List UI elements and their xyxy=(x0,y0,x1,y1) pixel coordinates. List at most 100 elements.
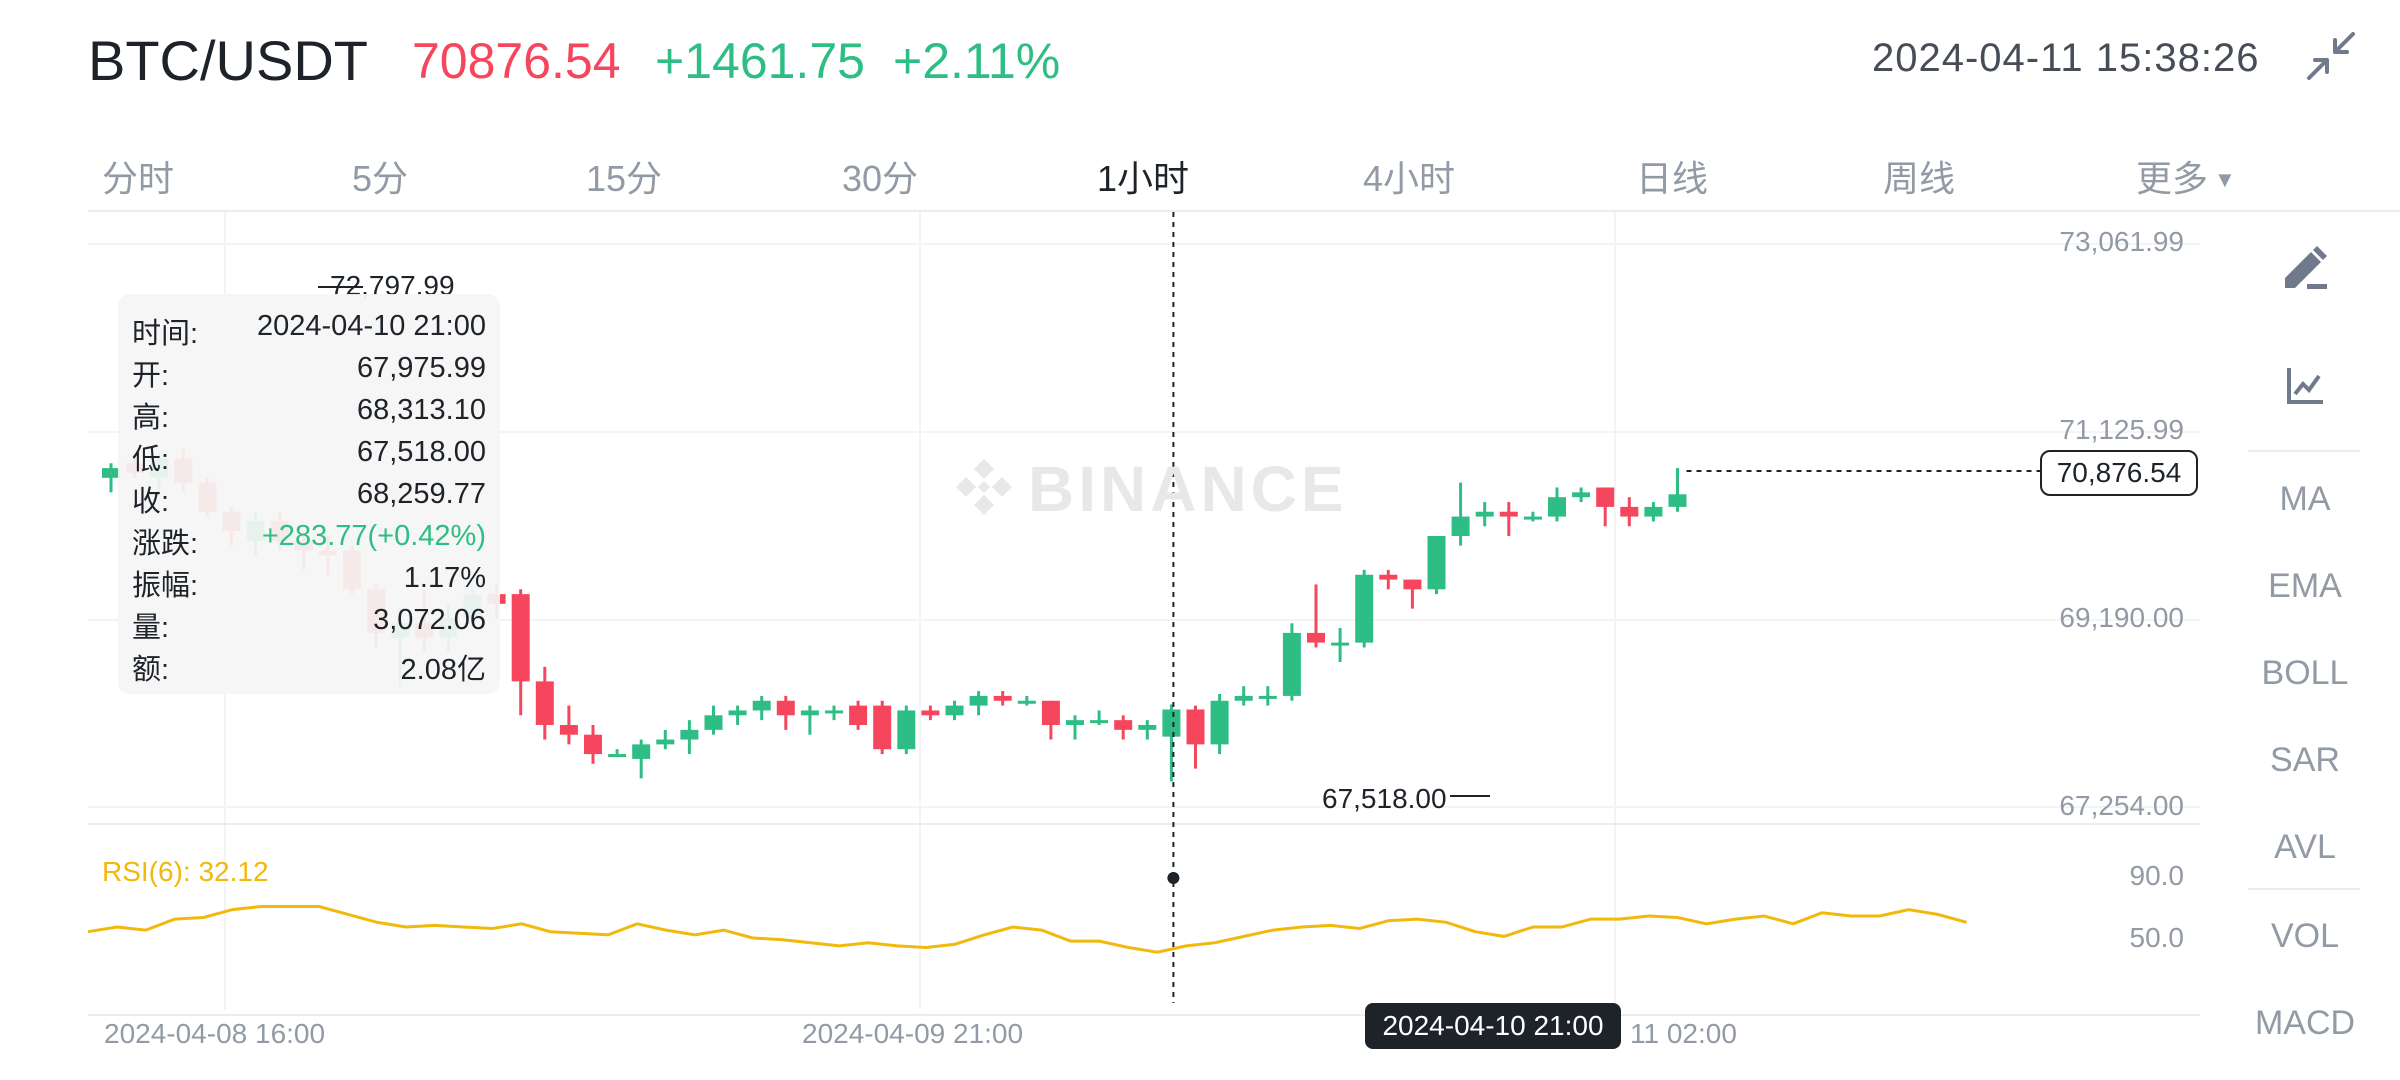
last-price: 70876.54 xyxy=(412,33,621,89)
tooltip-value: 68,259.77 xyxy=(356,478,486,510)
tooltip-row-low: 低: 67,518.00 xyxy=(132,436,486,476)
candle-body xyxy=(1475,511,1494,517)
tooltip-value: 68,313.10 xyxy=(356,394,486,426)
indicator-vol[interactable]: VOL xyxy=(2270,917,2340,955)
indicator-settings-button[interactable] xyxy=(2250,362,2360,422)
candle-body xyxy=(800,710,819,716)
tooltip-value: 67,518.00 xyxy=(356,436,486,468)
candle-body xyxy=(1644,506,1663,517)
candle-body xyxy=(1572,492,1591,498)
binance-watermark: BINANCE xyxy=(952,452,1348,534)
tooltip-key: 额: xyxy=(132,654,170,686)
y-axis-label: 69,190.00 xyxy=(2059,602,2184,633)
indicator-ema[interactable]: EMA xyxy=(2268,567,2342,605)
symbol-title[interactable]: BTC/USDT xyxy=(88,29,368,92)
candle-body xyxy=(1451,516,1470,536)
candle-body xyxy=(1282,632,1301,696)
tooltip-row-volume: 量: 3,072.06 xyxy=(132,604,486,644)
candle-body xyxy=(1668,494,1687,507)
tab-15m[interactable]: 15分 xyxy=(586,158,663,199)
tooltip-value: 1.17% xyxy=(403,562,486,594)
rsi-level-label: 50.0 xyxy=(2129,922,2185,953)
candle-body xyxy=(680,729,699,740)
candle-body xyxy=(1210,700,1229,745)
price-change: +1461.75 xyxy=(655,33,865,89)
candle-body xyxy=(1066,720,1084,725)
candle-body xyxy=(873,705,892,750)
indicator-macd[interactable]: MACD xyxy=(2254,1004,2356,1042)
candle-body xyxy=(1017,700,1036,704)
tooltip-key: 收: xyxy=(132,486,170,518)
tooltip-value: 67,975.99 xyxy=(356,352,486,384)
candle-body xyxy=(1138,724,1157,730)
candle-body xyxy=(1234,695,1253,701)
tooltip-key: 时间: xyxy=(132,318,199,350)
tooltip-row-amplitude: 振幅: 1.17% xyxy=(132,562,486,602)
indicator-sar[interactable]: SAR xyxy=(2270,741,2340,779)
candle-body xyxy=(1090,720,1109,724)
candle-body xyxy=(656,739,675,745)
tooltip-key: 振幅: xyxy=(132,570,199,602)
tooltip-key: 开: xyxy=(132,360,170,392)
tab-more[interactable]: 更多 ▼ xyxy=(2136,150,2236,202)
tab-1h[interactable]: 1小时 xyxy=(1097,158,1190,199)
candle-body xyxy=(825,710,843,714)
candle-body xyxy=(993,695,1012,701)
candle-body xyxy=(511,594,530,682)
candle-body xyxy=(921,710,940,716)
last-price-tag: 70,876.54 xyxy=(2040,450,2198,496)
current-time: 2024-04-11 15:38:26 xyxy=(1872,36,2260,80)
rsi-line xyxy=(87,905,1967,954)
tab-4h[interactable]: 4小时 xyxy=(1363,158,1456,199)
tab-more-label: 更多 xyxy=(2136,158,2209,199)
tab-1d[interactable]: 日线 xyxy=(1636,158,1709,199)
low-price-marker: 67,518.00 xyxy=(1322,783,1447,814)
indicator-avl[interactable]: AVL xyxy=(2274,828,2336,866)
candle-body xyxy=(1258,695,1277,699)
draw-tool-button[interactable] xyxy=(2250,240,2360,300)
candle-body xyxy=(102,468,120,478)
candle-body xyxy=(1041,700,1060,725)
indicator-ma[interactable]: MA xyxy=(2279,480,2331,518)
tooltip-value: +283.77(+0.42%) xyxy=(261,520,486,552)
candle-body xyxy=(1596,487,1615,507)
candle-body xyxy=(969,695,988,706)
candle-body xyxy=(1548,497,1566,517)
y-axis-label: 71,125.99 xyxy=(2059,414,2184,445)
tab-30m[interactable]: 30分 xyxy=(842,158,919,199)
tab-timeline[interactable]: 分时 xyxy=(102,158,175,199)
candle-body xyxy=(584,734,602,755)
price-change-percent: +2.11% xyxy=(893,33,1061,89)
candle-body xyxy=(1331,642,1350,646)
candle-body xyxy=(559,724,578,735)
candle-body xyxy=(608,754,627,758)
candle-body xyxy=(849,705,868,725)
indicator-boll[interactable]: BOLL xyxy=(2261,654,2349,692)
tabs-divider xyxy=(88,210,2400,212)
tooltip-row-change: 涨跌: +283.77(+0.42%) xyxy=(132,520,486,560)
caret-down-icon: ▼ xyxy=(2214,167,2236,192)
tooltip-row-open: 开: 67,975.99 xyxy=(132,352,486,392)
crosshair-time-label: 2024-04-10 21:00 xyxy=(1365,1003,1621,1049)
tooltip-row-amount: 额: 2.08亿 xyxy=(132,646,486,686)
rsi-indicator-label[interactable]: RSI(6): 32.12 xyxy=(102,856,269,887)
chart-overlays xyxy=(318,212,2040,1003)
candle-body xyxy=(1620,506,1639,517)
x-axis-label: 11 02:00 xyxy=(1630,1018,1737,1049)
tab-1w[interactable]: 周线 xyxy=(1883,158,1956,199)
binance-logo-icon xyxy=(952,455,1016,534)
tooltip-value: 3,072.06 xyxy=(373,604,486,636)
candle-body xyxy=(1427,535,1446,590)
watermark-text: BINANCE xyxy=(1028,453,1348,525)
candle-body xyxy=(1403,579,1422,590)
candle-body xyxy=(704,715,723,730)
candle-body xyxy=(776,700,795,716)
candle-body xyxy=(1162,709,1181,737)
exit-fullscreen-icon[interactable] xyxy=(2305,30,2357,82)
tooltip-row-high: 高: 68,313.10 xyxy=(132,394,486,434)
y-axis-label: 73,061.99 xyxy=(2059,226,2184,257)
pencil-icon xyxy=(2285,246,2327,289)
tooltip-row-time: 时间: 2024-04-10 21:00 xyxy=(132,310,486,350)
tooltip-value: 2024-04-10 21:00 xyxy=(257,310,486,342)
tab-5m[interactable]: 5分 xyxy=(352,158,409,199)
